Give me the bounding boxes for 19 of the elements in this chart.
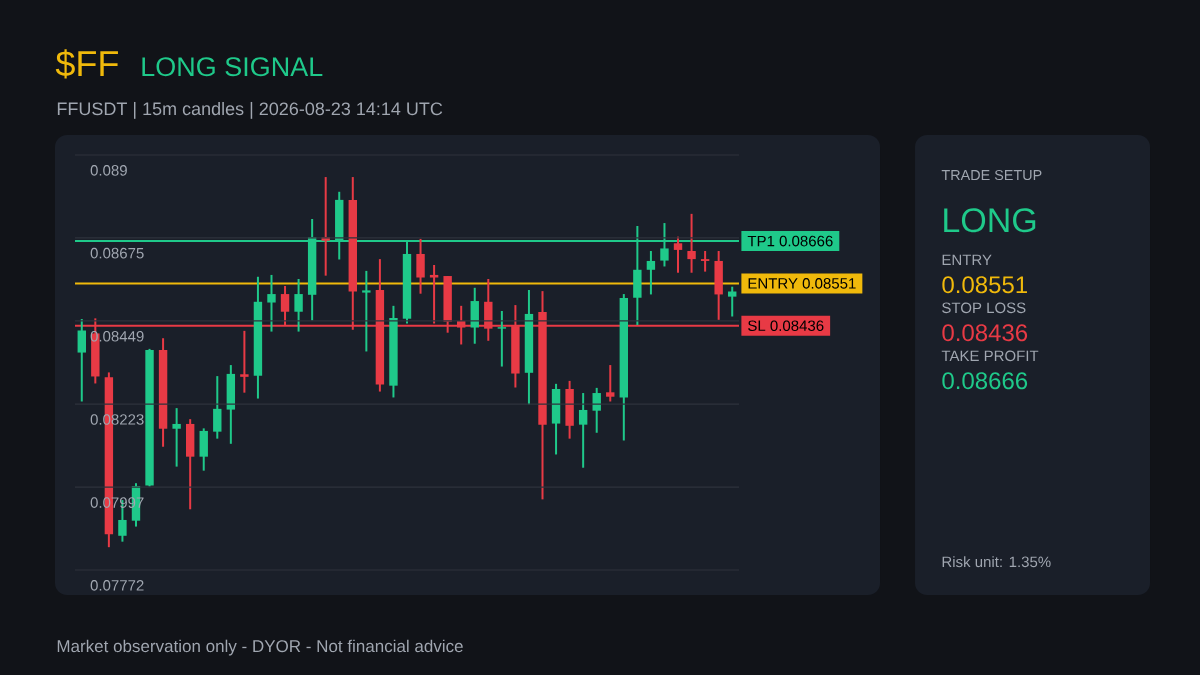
text: LONG SIGNAL [142,57,323,77]
y-tick-label: 0.07772 [90,580,144,591]
chart-title: $FF [55,49,118,79]
text: TRADE SETUP [941,169,1042,181]
ref-line-label: ENTRY 0.08551 [748,278,856,289]
text: Risk unit: 1.35% [942,556,1051,568]
chart-subtitle: FFUSDT | 15m candles | 2026-08-23 14:14 UTC [57,101,443,119]
text: TAKE PROFIT [941,350,1039,362]
text: ENTRY [942,254,992,265]
ref-line-label: TP1 0.08666 [747,235,833,247]
text: STOP LOSS [942,302,1026,314]
text: 0.08666 [942,372,1028,390]
ref-line-label: SL 0.08436 [748,320,824,332]
text: 0.08551 [942,276,1027,294]
y-tick-label: 0.08675 [90,247,144,259]
text: 0.08436 [942,324,1028,342]
text: Market observation only - DYOR - Not financial advice [57,639,463,656]
y-tick-label: 0.089 [90,165,127,176]
text: LONG [944,208,1036,233]
